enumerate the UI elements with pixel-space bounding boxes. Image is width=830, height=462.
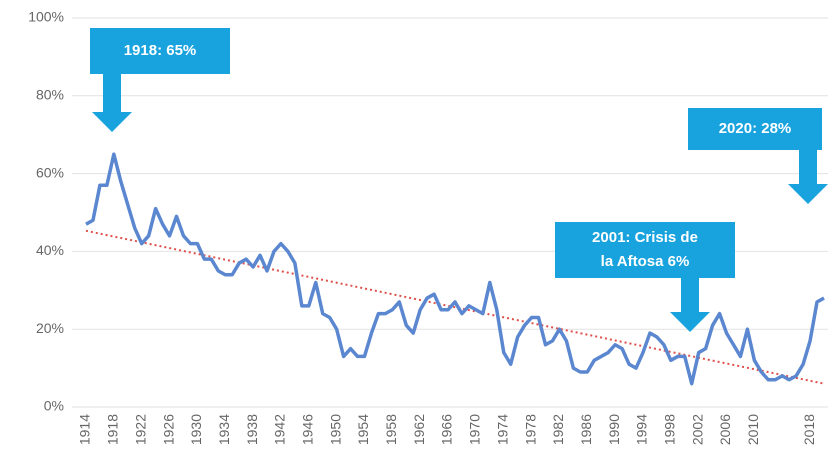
callout-arrow: [92, 74, 132, 132]
x-tick-label: 1982: [550, 414, 566, 445]
callout-text: la Aftosa 6%: [601, 253, 690, 270]
callout-arrow: [670, 278, 710, 332]
x-tick-label: 2010: [745, 414, 761, 445]
y-tick-label: 80%: [36, 87, 64, 103]
x-tick-label: 1926: [160, 414, 176, 445]
x-tick-label: 1942: [272, 414, 288, 445]
x-tick-label: 1946: [299, 414, 315, 445]
callout-text: 2001: Crisis de: [592, 229, 698, 246]
x-tick-label: 1986: [578, 414, 594, 445]
x-tick-label: 1974: [494, 414, 510, 445]
callout-text: 1918: 65%: [124, 42, 197, 59]
y-tick-label: 20%: [36, 320, 64, 336]
x-tick-label: 1958: [383, 414, 399, 445]
x-tick-label: 1918: [105, 414, 121, 445]
x-tick-label: 1930: [188, 414, 204, 445]
callout-arrow: [788, 150, 828, 204]
y-tick-label: 0%: [44, 398, 64, 414]
callout-box: [555, 222, 735, 278]
x-tick-label: 2002: [689, 414, 705, 445]
x-tick-label: 1934: [216, 414, 232, 445]
x-tick-label: 1938: [244, 414, 260, 445]
trend-line: [85, 229, 825, 385]
x-tick-label: 1994: [634, 414, 650, 445]
x-tick-label: 1998: [662, 414, 678, 445]
x-tick-label: 1970: [467, 414, 483, 445]
data-line: [85, 152, 825, 386]
x-tick-label: 1978: [522, 414, 538, 445]
x-tick-label: 1954: [355, 414, 371, 445]
y-tick-label: 100%: [28, 9, 64, 25]
x-tick-label: 1922: [132, 414, 148, 445]
x-tick-label: 2006: [717, 414, 733, 445]
x-tick-label: 1966: [439, 414, 455, 445]
x-tick-label: 1950: [327, 414, 343, 445]
y-tick-label: 40%: [36, 242, 64, 258]
x-tick-label: 1962: [411, 414, 427, 445]
callout-box: [90, 28, 230, 74]
callout-box: [688, 108, 822, 150]
callout-text: 2020: 28%: [719, 120, 792, 137]
x-tick-label: 1990: [606, 414, 622, 445]
x-tick-label: 1914: [77, 414, 93, 445]
x-tick-label: 2018: [801, 414, 817, 445]
y-tick-label: 60%: [36, 164, 64, 180]
